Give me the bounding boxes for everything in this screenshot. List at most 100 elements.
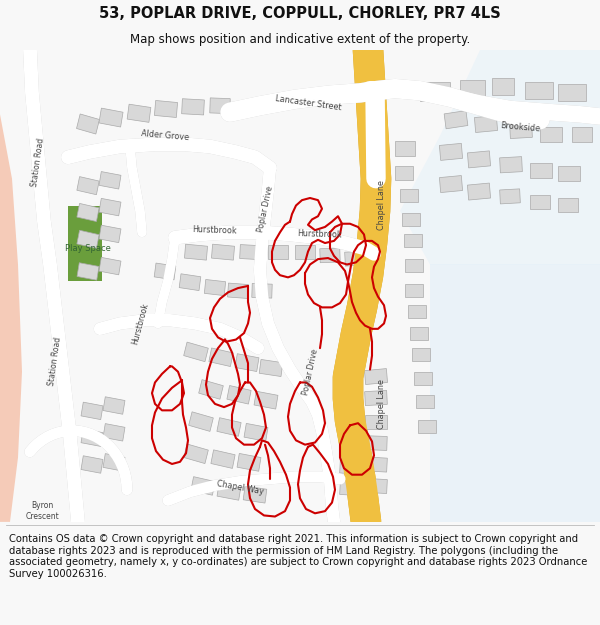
Polygon shape bbox=[295, 245, 315, 259]
Polygon shape bbox=[475, 116, 497, 132]
Polygon shape bbox=[268, 245, 288, 259]
Text: Poplar Drive: Poplar Drive bbox=[256, 185, 274, 232]
Polygon shape bbox=[400, 189, 418, 202]
Polygon shape bbox=[243, 486, 267, 503]
Polygon shape bbox=[211, 450, 235, 468]
Polygon shape bbox=[103, 424, 125, 441]
Polygon shape bbox=[558, 166, 580, 181]
Polygon shape bbox=[227, 386, 251, 404]
Polygon shape bbox=[530, 195, 550, 209]
Polygon shape bbox=[402, 213, 420, 226]
Polygon shape bbox=[500, 157, 523, 173]
Polygon shape bbox=[252, 283, 272, 298]
Polygon shape bbox=[81, 429, 103, 446]
Polygon shape bbox=[405, 284, 423, 297]
Polygon shape bbox=[244, 423, 268, 441]
Polygon shape bbox=[99, 198, 121, 216]
Polygon shape bbox=[217, 418, 241, 436]
Polygon shape bbox=[572, 127, 592, 142]
Text: Map shows position and indicative extent of the property.: Map shows position and indicative extent… bbox=[130, 32, 470, 46]
Polygon shape bbox=[444, 111, 468, 129]
Polygon shape bbox=[340, 438, 362, 452]
Polygon shape bbox=[209, 348, 233, 366]
Text: Station Road: Station Road bbox=[47, 336, 63, 386]
Polygon shape bbox=[99, 225, 121, 242]
Polygon shape bbox=[418, 420, 436, 433]
Polygon shape bbox=[365, 478, 388, 494]
Polygon shape bbox=[227, 283, 248, 299]
Polygon shape bbox=[77, 177, 99, 195]
Polygon shape bbox=[199, 379, 223, 399]
Polygon shape bbox=[179, 274, 201, 291]
Polygon shape bbox=[188, 412, 214, 431]
Polygon shape bbox=[410, 327, 428, 339]
Polygon shape bbox=[416, 396, 434, 408]
Polygon shape bbox=[467, 183, 491, 200]
Polygon shape bbox=[68, 206, 102, 281]
Text: Contains OS data © Crown copyright and database right 2021. This information is : Contains OS data © Crown copyright and d… bbox=[9, 534, 587, 579]
Text: Hurstbrook: Hurstbrook bbox=[130, 302, 150, 345]
Text: Poplar Drive: Poplar Drive bbox=[301, 348, 319, 396]
Polygon shape bbox=[500, 189, 520, 204]
Polygon shape bbox=[404, 234, 422, 248]
Text: Station Road: Station Road bbox=[30, 138, 46, 188]
Polygon shape bbox=[81, 456, 103, 473]
Polygon shape bbox=[77, 114, 100, 134]
Polygon shape bbox=[259, 359, 283, 376]
Polygon shape bbox=[217, 482, 241, 500]
Polygon shape bbox=[182, 99, 205, 115]
Polygon shape bbox=[340, 459, 362, 474]
Polygon shape bbox=[364, 369, 388, 384]
Polygon shape bbox=[184, 444, 208, 464]
Polygon shape bbox=[211, 244, 235, 260]
Polygon shape bbox=[340, 417, 362, 431]
Text: 53, POPLAR DRIVE, COPPULL, CHORLEY, PR7 4LS: 53, POPLAR DRIVE, COPPULL, CHORLEY, PR7 … bbox=[99, 6, 501, 21]
Polygon shape bbox=[235, 354, 259, 371]
Polygon shape bbox=[254, 391, 278, 409]
Polygon shape bbox=[405, 259, 423, 272]
Polygon shape bbox=[400, 50, 600, 264]
Polygon shape bbox=[340, 395, 362, 410]
Polygon shape bbox=[205, 279, 226, 296]
Polygon shape bbox=[184, 342, 208, 362]
Text: Byron: Byron bbox=[31, 501, 53, 510]
Polygon shape bbox=[460, 80, 485, 99]
Text: Chapel Way: Chapel Way bbox=[216, 479, 264, 496]
Polygon shape bbox=[99, 172, 121, 189]
Polygon shape bbox=[420, 82, 450, 101]
Polygon shape bbox=[525, 82, 553, 99]
Polygon shape bbox=[439, 143, 463, 161]
Polygon shape bbox=[530, 162, 552, 177]
Polygon shape bbox=[81, 402, 103, 419]
Polygon shape bbox=[412, 348, 430, 361]
Text: Play Space: Play Space bbox=[65, 244, 111, 253]
Polygon shape bbox=[0, 114, 22, 522]
Polygon shape bbox=[239, 244, 262, 260]
Polygon shape bbox=[103, 454, 125, 471]
Polygon shape bbox=[99, 258, 121, 275]
Polygon shape bbox=[154, 101, 178, 118]
Polygon shape bbox=[408, 305, 426, 318]
Polygon shape bbox=[320, 248, 340, 262]
Polygon shape bbox=[492, 78, 514, 95]
Polygon shape bbox=[558, 84, 586, 101]
Polygon shape bbox=[540, 127, 562, 142]
Polygon shape bbox=[558, 198, 578, 212]
Polygon shape bbox=[395, 166, 413, 180]
Text: Lancaster Street: Lancaster Street bbox=[274, 94, 341, 112]
Polygon shape bbox=[127, 104, 151, 122]
Text: Chapel Lane: Chapel Lane bbox=[377, 379, 386, 429]
Polygon shape bbox=[77, 262, 99, 280]
Polygon shape bbox=[77, 203, 99, 221]
Polygon shape bbox=[430, 264, 600, 522]
Polygon shape bbox=[365, 414, 387, 429]
Polygon shape bbox=[340, 373, 362, 389]
Polygon shape bbox=[77, 230, 99, 248]
Polygon shape bbox=[210, 98, 230, 114]
Polygon shape bbox=[344, 251, 365, 266]
Polygon shape bbox=[467, 151, 491, 168]
Polygon shape bbox=[103, 397, 125, 414]
Polygon shape bbox=[395, 141, 415, 156]
Text: Brookside: Brookside bbox=[500, 121, 541, 134]
Polygon shape bbox=[365, 391, 388, 406]
